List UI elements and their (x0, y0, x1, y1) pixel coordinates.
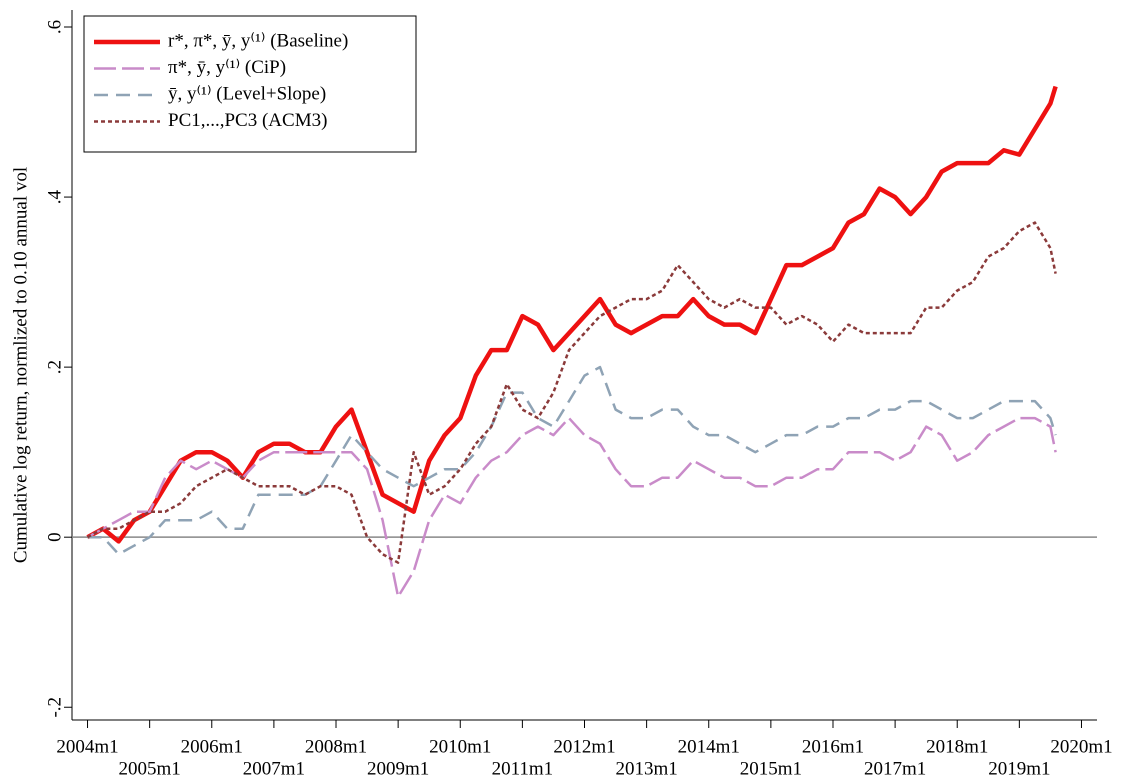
y-tick-label: -.2 (44, 697, 65, 718)
series-line (87, 365, 1057, 556)
y-tick-label: 0 (44, 532, 65, 542)
y-tick-label: .6 (44, 20, 65, 34)
x-tick-label: 2004m1 (56, 736, 118, 757)
legend-label: r*, π*, ȳ, y⁽¹⁾ (Baseline) (168, 30, 348, 51)
x-tick-label: 2020m1 (1050, 736, 1112, 757)
x-tick-label: 2014m1 (678, 736, 740, 757)
legend-label: π*, ȳ, y⁽¹⁾ (CiP) (168, 57, 286, 78)
legend-box (83, 15, 417, 153)
x-tick-label: 2017m1 (864, 758, 926, 779)
x-tick-label: 2007m1 (243, 758, 305, 779)
x-tick-label: 2012m1 (553, 736, 615, 757)
x-tick-label: 2006m1 (181, 736, 243, 757)
x-tick-label: 2010m1 (429, 736, 491, 757)
x-tick-label: 2009m1 (367, 758, 429, 779)
x-tick-label: 2016m1 (802, 736, 864, 757)
y-tick-label: .2 (44, 360, 65, 374)
x-tick-label: 2018m1 (926, 736, 988, 757)
y-tick-label: .4 (44, 189, 65, 204)
legend-label: PC1,...,PC3 (ACM3) (168, 110, 327, 131)
series-line (86, 416, 1057, 598)
series-line (86, 221, 1057, 564)
legend-label: ȳ, y⁽¹⁾ (Level+Slope) (168, 83, 326, 104)
x-tick-label: 2008m1 (305, 736, 367, 757)
x-tick-label: 2011m1 (492, 758, 554, 779)
x-tick-label: 2019m1 (988, 758, 1050, 779)
x-tick-label: 2013m1 (615, 758, 677, 779)
y-axis-label: Cumulative log return, normlized to 0.10… (10, 167, 31, 563)
series-line (86, 85, 1058, 544)
x-tick-label: 2015m1 (740, 758, 802, 779)
x-tick-label: 2005m1 (119, 758, 181, 779)
